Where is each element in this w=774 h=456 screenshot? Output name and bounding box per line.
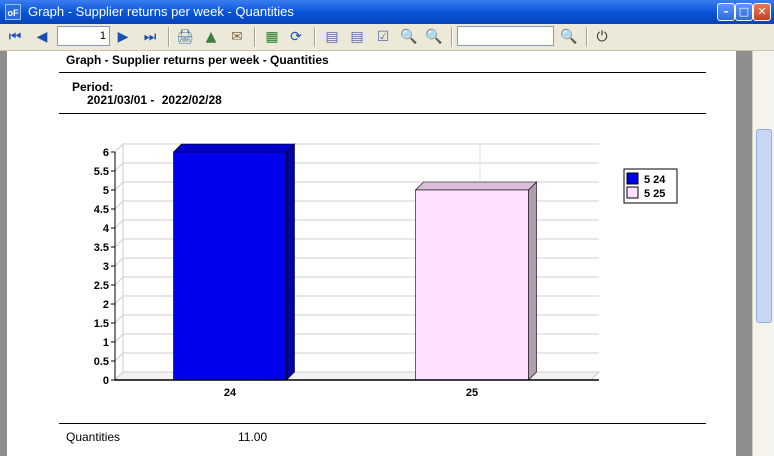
report-viewport: Graph - Supplier returns per week - Quan… xyxy=(0,51,774,456)
refresh-icon[interactable]: ⟳ xyxy=(290,29,302,45)
y-tick-label: 0.5 xyxy=(94,356,109,368)
y-tick-label: 3 xyxy=(103,261,109,273)
bar-top xyxy=(172,143,296,153)
gridline xyxy=(114,181,124,191)
gridline xyxy=(114,314,124,324)
close-button[interactable]: ✕ xyxy=(753,3,771,21)
search-input[interactable] xyxy=(457,26,554,46)
y-tick-label: 2.5 xyxy=(94,280,109,292)
search-icon[interactable]: 🔍 xyxy=(560,29,578,45)
export-icon[interactable]: ▲ xyxy=(205,29,217,45)
x-tick-label: 25 xyxy=(466,387,478,399)
gridline xyxy=(114,333,124,343)
bar-chart: 0 0.5 1 1.5 2 2.5 3 3.5 4 4.5 5 5.5 6 24 25 5 24 5 25 xyxy=(94,142,678,399)
y-tick-label: 5 xyxy=(103,185,109,197)
legend-swatch xyxy=(626,172,639,185)
gridline xyxy=(114,143,124,153)
toolbar: ⏮ ◀ 1 ▶ ⏭ 🖨 ▲ ✉ ▦ ⟳ ▤ ▤ ☑ 🔍 🔍 🔍 ⏻ xyxy=(0,24,774,51)
email-icon[interactable]: ✉ xyxy=(231,29,243,45)
first-page-icon[interactable]: ⏮ xyxy=(8,29,22,45)
toolbar-separator xyxy=(168,27,170,47)
window-title: Graph - Supplier returns per week - Quan… xyxy=(28,4,294,19)
print-icon[interactable]: 🖨 xyxy=(176,29,194,45)
y-tick-label: 1 xyxy=(103,337,109,349)
last-page-icon[interactable]: ⏭ xyxy=(143,29,157,45)
zoom-in-icon[interactable]: 🔍 xyxy=(425,29,443,45)
vertical-scrollbar[interactable] xyxy=(752,51,774,456)
legend-label: 5 24 xyxy=(644,174,666,186)
scrollbar-thumb[interactable] xyxy=(756,129,772,323)
toolbar-separator xyxy=(254,27,256,47)
divider xyxy=(59,113,706,114)
y-tick-label: 4.5 xyxy=(94,204,109,216)
x-tick-label: 24 xyxy=(224,387,237,399)
period-to: 2022/02/28 xyxy=(161,93,222,107)
page-layout-icon[interactable]: ▤ xyxy=(325,29,339,45)
y-tick-label: 0 xyxy=(103,375,109,387)
y-tick-label: 4 xyxy=(103,223,110,235)
legend-label: 5 25 xyxy=(644,188,665,200)
period-label: Period: xyxy=(72,80,114,94)
gridline xyxy=(114,238,124,248)
gridline xyxy=(114,257,124,267)
gridline xyxy=(114,162,124,172)
previous-page-icon[interactable]: ◀ xyxy=(36,29,48,45)
toolbar-separator xyxy=(451,27,453,47)
gridline xyxy=(114,352,124,362)
next-page-icon[interactable]: ▶ xyxy=(117,29,129,45)
minimize-button[interactable]: – xyxy=(717,3,735,21)
bar-side xyxy=(528,181,537,381)
excel-export-icon[interactable]: ▦ xyxy=(265,29,279,45)
gridline xyxy=(114,371,124,381)
report-page: Graph - Supplier returns per week - Quan… xyxy=(7,51,736,456)
toolbar-separator xyxy=(586,27,588,47)
y-tick-label: 1.5 xyxy=(94,318,109,330)
period-range: 2021/03/01 - 2022/02/28 xyxy=(87,93,222,107)
bar xyxy=(415,189,529,381)
zoom-out-icon[interactable]: 🔍 xyxy=(400,29,418,45)
y-tick-label: 5.5 xyxy=(94,166,109,178)
page-number-input[interactable]: 1 xyxy=(57,26,110,46)
gridline xyxy=(114,219,124,229)
y-tick-label: 2 xyxy=(103,299,109,311)
title-bar: oF Graph - Supplier returns per week - Q… xyxy=(0,0,774,24)
legend-swatch xyxy=(626,186,639,199)
power-icon[interactable]: ⏻ xyxy=(596,29,608,45)
divider xyxy=(59,72,706,73)
bar xyxy=(173,151,287,381)
app-icon: oF xyxy=(5,4,21,20)
bar-top xyxy=(414,181,538,191)
maximize-button[interactable]: □ xyxy=(735,3,753,21)
report-title: Graph - Supplier returns per week - Quan… xyxy=(66,53,329,67)
summary-value: 11.00 xyxy=(238,430,268,444)
y-tick-label: 6 xyxy=(103,147,109,159)
summary-label: Quantities xyxy=(66,430,121,444)
toolbar-separator xyxy=(314,27,316,47)
bar-side xyxy=(286,143,295,381)
y-tick-label: 3.5 xyxy=(94,242,109,254)
page-check-icon[interactable]: ☑ xyxy=(376,29,390,45)
gridline xyxy=(114,276,124,286)
divider xyxy=(59,423,706,424)
period-from: 2021/03/01 - xyxy=(87,93,155,107)
page-setup-icon[interactable]: ▤ xyxy=(350,29,364,45)
gridline xyxy=(114,295,124,305)
gridline xyxy=(114,200,124,210)
